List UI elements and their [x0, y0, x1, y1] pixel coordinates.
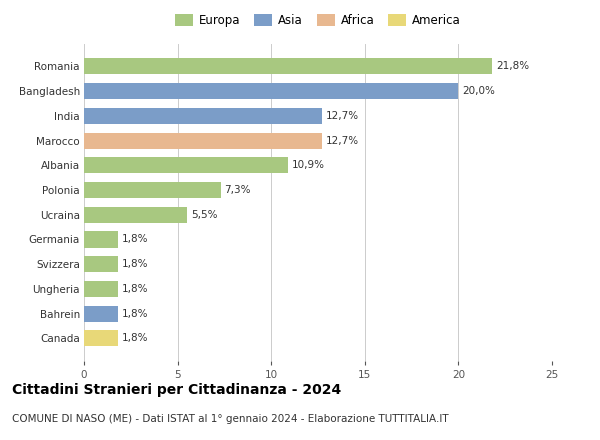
- Text: 1,8%: 1,8%: [121, 284, 148, 294]
- Bar: [84, 83, 458, 99]
- Bar: [84, 207, 187, 223]
- Bar: [84, 256, 118, 272]
- Text: Cittadini Stranieri per Cittadinanza - 2024: Cittadini Stranieri per Cittadinanza - 2…: [12, 383, 341, 397]
- Bar: [84, 108, 322, 124]
- Bar: [84, 281, 118, 297]
- Text: 21,8%: 21,8%: [496, 62, 529, 71]
- Text: 1,8%: 1,8%: [121, 259, 148, 269]
- Text: 7,3%: 7,3%: [224, 185, 251, 195]
- Text: 1,8%: 1,8%: [121, 334, 148, 343]
- Text: 1,8%: 1,8%: [121, 235, 148, 245]
- Text: 20,0%: 20,0%: [462, 86, 495, 96]
- Text: 1,8%: 1,8%: [121, 308, 148, 319]
- Legend: Europa, Asia, Africa, America: Europa, Asia, Africa, America: [170, 9, 466, 32]
- Bar: [84, 132, 322, 149]
- Bar: [84, 306, 118, 322]
- Bar: [84, 231, 118, 248]
- Bar: [84, 157, 288, 173]
- Bar: [84, 330, 118, 346]
- Bar: [84, 59, 492, 74]
- Bar: [84, 182, 221, 198]
- Text: 12,7%: 12,7%: [325, 136, 359, 146]
- Text: 10,9%: 10,9%: [292, 160, 325, 170]
- Text: 5,5%: 5,5%: [191, 210, 217, 220]
- Text: 12,7%: 12,7%: [325, 111, 359, 121]
- Text: COMUNE DI NASO (ME) - Dati ISTAT al 1° gennaio 2024 - Elaborazione TUTTITALIA.IT: COMUNE DI NASO (ME) - Dati ISTAT al 1° g…: [12, 414, 449, 424]
